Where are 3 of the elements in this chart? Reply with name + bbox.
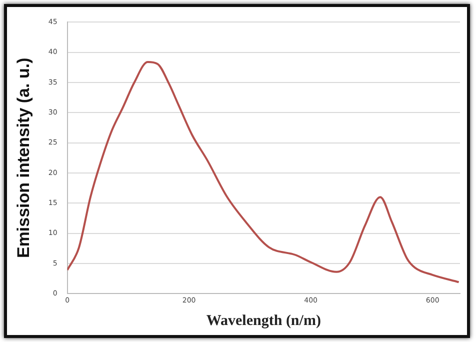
line-series (67, 61, 460, 284)
y-axis-title: Emission intensity (a. u.) (14, 58, 33, 258)
x-axis-title: Wavelength (n/m) (206, 312, 321, 329)
